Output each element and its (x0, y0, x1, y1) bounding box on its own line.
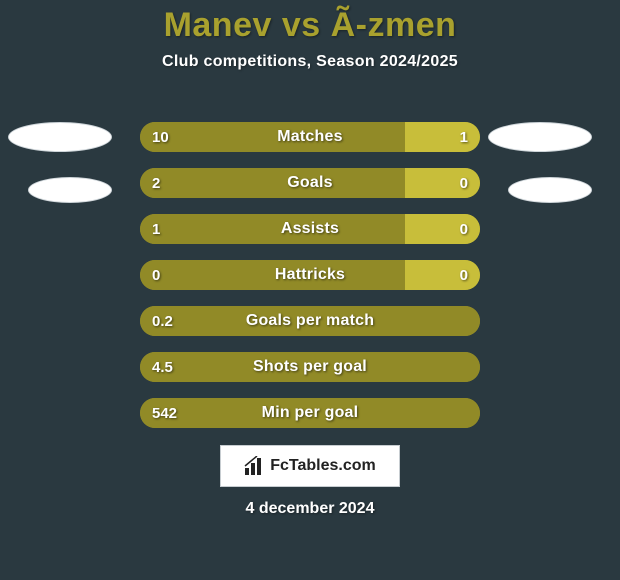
right-player-badge-bot (508, 177, 592, 203)
stat-bar-row: Matches10 1 (140, 122, 480, 152)
stat-bar-row: Hattricks0 0 (140, 260, 480, 290)
stat-bar-left-value: 0 (152, 260, 160, 290)
stat-bars: Matches101Goals20Assists10Hattricks00Goa… (140, 122, 480, 444)
stat-bar-right-value: 0 (460, 168, 468, 198)
stat-bar-label: Shots per goal (140, 352, 480, 382)
stat-bar-right-value: 0 (460, 260, 468, 290)
stat-bar-row: Shots per goal4.5 (140, 352, 480, 382)
stat-bar-left-value: 4.5 (152, 352, 173, 382)
stat-bar-label: Hattricks (140, 260, 480, 290)
stat-bar-left-value: 1 (152, 214, 160, 244)
stat-bar-row: Goals2 0 (140, 168, 480, 198)
fctables-logo: FcTables.com (220, 445, 400, 487)
stat-bar-right-value: 0 (460, 214, 468, 244)
stat-bar-left-value: 0.2 (152, 306, 173, 336)
stat-bar-label: Goals per match (140, 306, 480, 336)
stat-bar-left-value: 542 (152, 398, 177, 428)
comparison-subtitle: Club competitions, Season 2024/2025 (0, 53, 620, 71)
stat-bar-right-value: 1 (460, 122, 468, 152)
stat-bar-label: Assists (140, 214, 480, 244)
snapshot-date: 4 december 2024 (0, 500, 620, 518)
stat-bar-label: Min per goal (140, 398, 480, 428)
stat-bar-label: Goals (140, 168, 480, 198)
left-player-badge-top (8, 122, 112, 152)
right-player-badge-top (488, 122, 592, 152)
stat-bar-row: Min per goal542 (140, 398, 480, 428)
stat-bar-left-value: 10 (152, 122, 169, 152)
stat-bar-label: Matches (140, 122, 480, 152)
chart-bars-icon (244, 456, 266, 476)
stat-bar-left-value: 2 (152, 168, 160, 198)
stat-bar-row: Goals per match0.2 (140, 306, 480, 336)
fctables-logo-text: FcTables.com (270, 457, 376, 475)
stat-bar-row: Assists1 0 (140, 214, 480, 244)
left-player-badge-bot (28, 177, 112, 203)
comparison-title: Manev vs Ã-zmen (0, 0, 620, 45)
